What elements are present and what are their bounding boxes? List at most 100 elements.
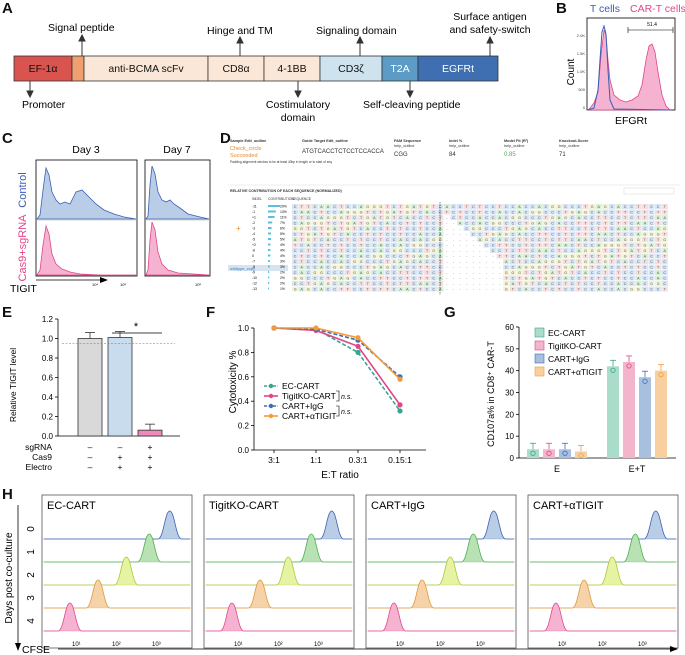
svg-text:A: A <box>617 205 620 209</box>
svg-text:C: C <box>380 260 383 264</box>
d-row-indel: -7 <box>252 260 255 264</box>
svg-text:C: C <box>525 210 528 214</box>
svg-text:20: 20 <box>505 410 514 419</box>
svg-text:C: C <box>657 287 660 291</box>
d-row-percent: 4% <box>280 243 285 247</box>
d-row-percent: 6% <box>280 227 285 231</box>
svg-text:C: C <box>426 238 429 242</box>
svg-text:A: A <box>340 276 343 280</box>
segment-label-0: EF-1α <box>29 63 58 75</box>
svg-text:C: C <box>611 227 614 231</box>
svg-text:C: C <box>630 265 633 269</box>
svg-text:C: C <box>413 238 416 242</box>
svg-text:C: C <box>314 265 317 269</box>
svg-text:C: C <box>472 232 475 236</box>
svg-text:T: T <box>584 221 587 225</box>
svg-text:T: T <box>637 216 640 220</box>
svg-text:C: C <box>630 205 633 209</box>
svg-text:C: C <box>525 232 528 236</box>
svg-text:T: T <box>426 265 429 269</box>
svg-text:C: C <box>432 254 435 258</box>
svg-text:T: T <box>301 260 304 264</box>
svg-text:A: A <box>459 221 462 225</box>
svg-text:-: - <box>446 249 448 253</box>
svg-text:C: C <box>538 282 541 286</box>
svg-text:C: C <box>578 205 581 209</box>
svg-text:T: T <box>373 221 376 225</box>
svg-text:G: G <box>505 287 508 291</box>
svg-text:T: T <box>604 249 607 253</box>
svg-text:-: - <box>492 276 494 280</box>
svg-text:A: A <box>300 265 303 269</box>
svg-text:C: C <box>512 243 515 247</box>
svg-text:-: - <box>473 254 475 258</box>
d-header-model: Model Fit (R²) <box>504 139 529 143</box>
svg-text:C: C <box>432 232 435 236</box>
svg-text:-: - <box>459 243 461 247</box>
svg-text:A: A <box>637 282 640 286</box>
h-histogram-peak <box>530 510 676 540</box>
svg-text:T: T <box>400 282 403 286</box>
svg-text:-: - <box>453 287 455 291</box>
d-row-indel: -9 <box>252 271 255 275</box>
svg-text:G: G <box>650 282 653 286</box>
e-bar-2 <box>137 429 163 437</box>
svg-text:A: A <box>644 221 647 225</box>
svg-text:G: G <box>564 254 567 258</box>
svg-text:-: - <box>459 260 461 264</box>
svg-text:G: G <box>333 216 336 220</box>
panel-letter-h: H <box>2 486 13 503</box>
svg-text:-: - <box>453 254 455 258</box>
svg-text:-: - <box>486 271 488 275</box>
svg-text:C: C <box>320 276 323 280</box>
svg-text:T: T <box>439 271 442 275</box>
svg-text:G: G <box>373 205 376 209</box>
f-legend-item: CART+IgG <box>282 401 324 411</box>
svg-text:T: T <box>406 271 409 275</box>
svg-text:A: A <box>538 249 541 253</box>
e-bar-0 <box>77 338 103 437</box>
svg-text:T: T <box>584 276 587 280</box>
svg-text:C: C <box>413 216 416 220</box>
svg-text:-: - <box>459 265 461 269</box>
svg-text:-: - <box>446 265 448 269</box>
svg-text:G: G <box>545 271 548 275</box>
svg-text:C: C <box>558 282 561 286</box>
svg-text:T: T <box>386 260 389 264</box>
segment-6 <box>381 55 419 82</box>
svg-text:10²: 10² <box>274 642 283 648</box>
svg-text:C: C <box>611 210 614 214</box>
svg-text:T: T <box>459 210 462 214</box>
svg-text:T: T <box>307 249 310 253</box>
svg-text:C: C <box>386 271 389 275</box>
svg-text:C: C <box>485 210 488 214</box>
svg-text:T: T <box>617 221 620 225</box>
svg-text:A: A <box>340 260 343 264</box>
d-header-ko: Knockout-Score <box>559 139 588 143</box>
svg-text:A: A <box>360 276 363 280</box>
svg-text:1.2: 1.2 <box>42 315 54 324</box>
svg-text:A: A <box>604 265 607 269</box>
panel-d-ice-analysis: Sample Edit_outline Check_circle Succeed… <box>228 139 680 295</box>
svg-text:-: - <box>466 276 468 280</box>
svg-text:C: C <box>650 271 653 275</box>
svg-text:C: C <box>505 221 508 225</box>
svg-text:T: T <box>301 238 304 242</box>
svg-text:T: T <box>664 205 667 209</box>
svg-text:G: G <box>512 227 515 231</box>
f-point <box>355 335 361 341</box>
svg-text:C: C <box>578 276 581 280</box>
svg-text:C: C <box>551 227 554 231</box>
svg-text:C: C <box>406 265 409 269</box>
svg-text:T: T <box>340 249 343 253</box>
svg-text:A: A <box>307 210 310 214</box>
svg-text:T: T <box>314 238 317 242</box>
svg-text:C: C <box>611 282 614 286</box>
svg-text:-: - <box>453 249 455 253</box>
svg-text:-: - <box>486 265 488 269</box>
svg-text:T: T <box>657 243 660 247</box>
svg-text:-: - <box>466 243 468 247</box>
panel-h-cfse-histograms: Days post co-culture 0 1 2 3 4 EC-CART 10¹ 10²… <box>4 494 679 655</box>
svg-text:C: C <box>373 210 376 214</box>
svg-text:A: A <box>538 205 541 209</box>
